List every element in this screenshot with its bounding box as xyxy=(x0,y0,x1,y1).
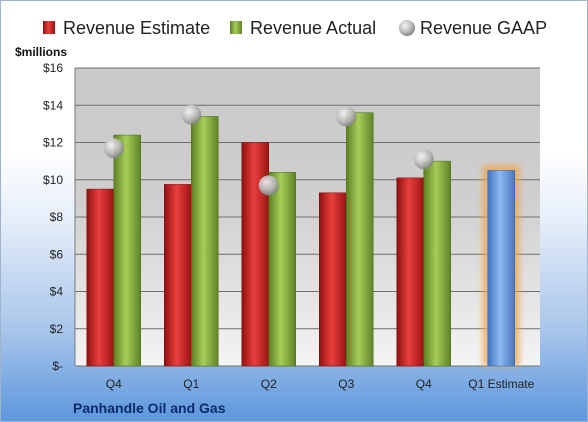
chart-footer-title: Panhandle Oil and Gas xyxy=(73,400,226,416)
bar-series xyxy=(86,112,520,367)
legend-label: Revenue GAAP xyxy=(420,18,547,38)
bar-revenue-estimate xyxy=(396,177,424,367)
y-axis-unit-label: $millions xyxy=(15,45,67,59)
y-tick-label: $8 xyxy=(50,210,64,224)
y-tick-label: $10 xyxy=(43,173,63,187)
y-tick-label: $16 xyxy=(43,61,63,75)
x-tick-label: Q1 xyxy=(183,377,199,391)
marker-revenue-gaap xyxy=(181,104,202,125)
legend-swatch xyxy=(43,21,55,34)
gaap-markers xyxy=(103,104,434,196)
x-tick-label: Q1 Estimate xyxy=(468,377,534,391)
marker-revenue-gaap xyxy=(413,149,434,170)
bar-revenue-estimate xyxy=(319,192,347,367)
bar-q1-estimate xyxy=(487,170,515,367)
legend-swatch xyxy=(230,21,242,34)
x-tick-label: Q2 xyxy=(261,377,277,391)
bar-revenue-actual xyxy=(113,134,141,367)
y-tick-label: $2 xyxy=(50,322,64,336)
bar-revenue-estimate xyxy=(164,184,192,367)
y-tick-label: $6 xyxy=(50,247,64,261)
gridlines xyxy=(74,67,540,367)
legend-label: Revenue Estimate xyxy=(63,18,210,38)
x-tick-label: Q4 xyxy=(106,377,122,391)
y-tick-label: $- xyxy=(52,359,63,373)
legend: Revenue Estimate Revenue Actual Revenue GA… xyxy=(43,18,547,38)
x-tick-label: Q3 xyxy=(338,377,354,391)
bar-revenue-estimate xyxy=(241,142,269,367)
bar-revenue-actual xyxy=(268,172,296,367)
y-tick-label: $12 xyxy=(43,136,63,150)
bar-revenue-actual xyxy=(423,160,451,367)
y-tick-label: $14 xyxy=(43,98,63,112)
y-tick-label: $4 xyxy=(50,285,64,299)
bar-revenue-actual xyxy=(191,116,219,367)
x-tick-label: Q4 xyxy=(416,377,432,391)
bar-revenue-actual xyxy=(346,112,374,367)
marker-revenue-gaap xyxy=(336,106,357,127)
bar-revenue-estimate xyxy=(86,188,114,367)
legend-label: Revenue Actual xyxy=(250,18,376,38)
marker-revenue-gaap xyxy=(103,138,124,159)
x-axis-ticks: Q4 Q1 Q2 Q3 Q4 Q1 Estimate xyxy=(106,377,535,391)
y-axis-ticks: $- $2 $4 $6 $8 $10 $12 $14 $16 xyxy=(43,61,63,373)
legend-marker xyxy=(399,20,415,36)
marker-revenue-gaap xyxy=(258,175,279,196)
